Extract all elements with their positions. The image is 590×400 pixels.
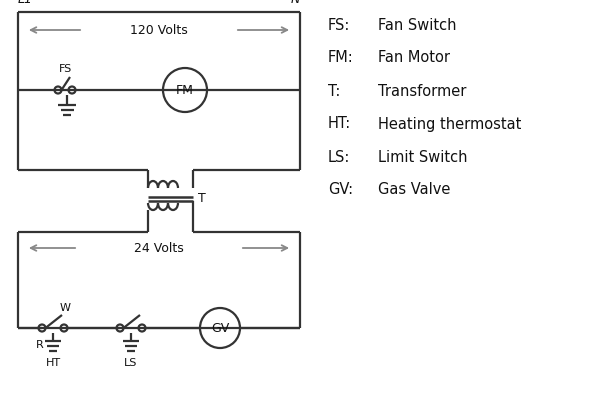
Text: FS: FS bbox=[58, 64, 71, 74]
Text: Heating thermostat: Heating thermostat bbox=[378, 116, 522, 132]
Text: R: R bbox=[36, 340, 44, 350]
Text: LS:: LS: bbox=[328, 150, 350, 164]
Text: 24 Volts: 24 Volts bbox=[134, 242, 184, 254]
Text: Transformer: Transformer bbox=[378, 84, 466, 98]
Text: Gas Valve: Gas Valve bbox=[378, 182, 450, 198]
Text: Limit Switch: Limit Switch bbox=[378, 150, 467, 164]
Text: LS: LS bbox=[124, 358, 137, 368]
Text: 120 Volts: 120 Volts bbox=[130, 24, 188, 36]
Text: FM:: FM: bbox=[328, 50, 354, 66]
Text: HT:: HT: bbox=[328, 116, 351, 132]
Text: Fan Switch: Fan Switch bbox=[378, 18, 457, 32]
Text: FM: FM bbox=[176, 84, 194, 96]
Text: GV:: GV: bbox=[328, 182, 353, 198]
Text: T:: T: bbox=[328, 84, 340, 98]
Text: HT: HT bbox=[45, 358, 61, 368]
Text: Fan Motor: Fan Motor bbox=[378, 50, 450, 66]
Text: L1: L1 bbox=[18, 0, 33, 6]
Text: T: T bbox=[198, 192, 206, 206]
Text: GV: GV bbox=[211, 322, 229, 334]
Text: N: N bbox=[291, 0, 300, 6]
Text: FS:: FS: bbox=[328, 18, 350, 32]
Text: W: W bbox=[60, 303, 70, 313]
